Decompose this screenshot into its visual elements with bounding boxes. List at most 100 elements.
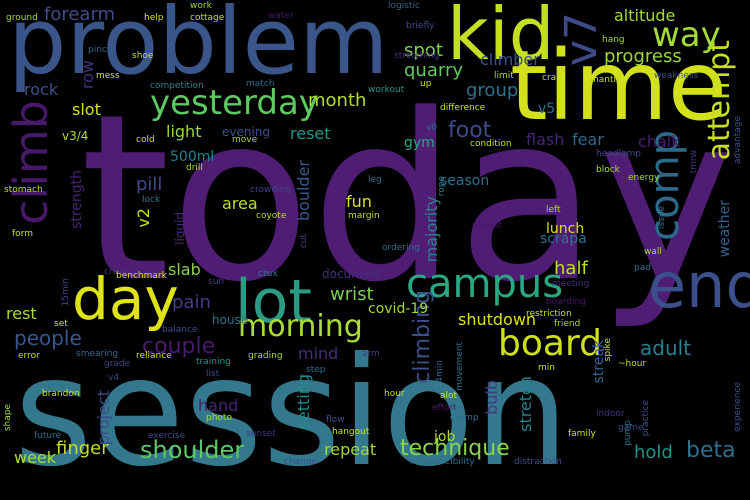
word-sun: sun bbox=[208, 277, 225, 287]
word-reset: reset bbox=[290, 124, 331, 143]
word-problem: problem bbox=[8, 0, 389, 95]
word-climb: climb bbox=[4, 100, 58, 225]
word-group: group bbox=[466, 80, 519, 101]
word-limit: limit bbox=[494, 71, 514, 81]
word-movement: movement bbox=[455, 342, 465, 391]
word-hang: hang bbox=[602, 35, 625, 45]
word-people: people bbox=[14, 326, 82, 350]
word-liquid: liquid bbox=[173, 212, 187, 245]
word-restriction: restriction bbox=[526, 309, 572, 319]
word-shape: shape bbox=[3, 404, 13, 432]
word-balance: balance bbox=[162, 325, 198, 335]
word-set: set bbox=[54, 319, 68, 329]
word-season: season bbox=[440, 173, 490, 189]
word-drill: drill bbox=[186, 163, 203, 173]
word-kid: kid bbox=[447, 0, 555, 76]
word-week: week bbox=[14, 448, 57, 467]
word-today: today bbox=[80, 66, 734, 333]
word-stomach: stomach bbox=[4, 185, 43, 195]
word-error: error bbox=[18, 351, 40, 361]
word-ordering: ordering bbox=[382, 243, 420, 253]
word-rock: rock bbox=[24, 80, 59, 99]
word-coyote: coyote bbox=[256, 211, 287, 221]
word-change: change bbox=[284, 457, 318, 467]
word-fear: fear bbox=[572, 130, 604, 149]
word-tmrw: tmrw bbox=[689, 150, 699, 174]
word-v5: v5 bbox=[538, 101, 556, 117]
word-finger: finger bbox=[56, 438, 109, 459]
word-end: end bbox=[648, 249, 750, 322]
word-friend: friend bbox=[554, 319, 581, 329]
word-shutdown: shutdown bbox=[458, 310, 537, 329]
word-hold: hold bbox=[634, 442, 673, 463]
word-exercise: exercise bbox=[148, 431, 186, 441]
word-campus: campus bbox=[406, 261, 564, 307]
word-list: list bbox=[206, 369, 220, 379]
word-half: half bbox=[554, 258, 588, 279]
word-boarding: boarding bbox=[546, 297, 586, 307]
word-weakness: weakness bbox=[654, 71, 699, 81]
word-evening: evening bbox=[222, 125, 271, 139]
word-adult: adult bbox=[640, 336, 692, 360]
word-progress: progress bbox=[604, 46, 682, 67]
word-up: up bbox=[420, 79, 432, 89]
word-smearing: smearing bbox=[76, 349, 119, 359]
word-pocket: pocket bbox=[472, 221, 503, 231]
word-grading: grading bbox=[248, 351, 283, 361]
word-cold: cold bbox=[136, 135, 155, 145]
word-mind: mind bbox=[298, 344, 339, 363]
word-hand: hand bbox=[198, 396, 239, 415]
word-flash: flash bbox=[526, 130, 565, 149]
word-board: board bbox=[498, 323, 602, 364]
word-leg: leg bbox=[368, 175, 382, 185]
word-wrist: wrist bbox=[330, 284, 374, 305]
word-workout: workout bbox=[368, 85, 405, 95]
word-pad: pad bbox=[634, 263, 651, 273]
word-crew: crew bbox=[104, 267, 126, 277]
word-flow: flow bbox=[326, 415, 345, 425]
word-slab: slab bbox=[168, 260, 201, 279]
word-v4: v4 bbox=[108, 373, 120, 383]
word-family: family bbox=[568, 429, 596, 439]
word-shoulder: shoulder bbox=[140, 436, 245, 464]
word-cottage: cottage bbox=[190, 13, 225, 23]
word-slot: slot bbox=[72, 100, 101, 119]
word-indoor: indoor bbox=[596, 409, 625, 419]
word-altitude: altitude bbox=[614, 6, 676, 25]
word-block: block bbox=[596, 165, 620, 175]
word-cut: cut bbox=[299, 234, 309, 249]
word-spike: spike bbox=[603, 338, 613, 362]
word-mess: mess bbox=[96, 71, 120, 81]
word-form: form bbox=[12, 229, 33, 239]
word-forearm: forearm bbox=[44, 4, 116, 25]
word-crowding: crowding bbox=[250, 185, 291, 195]
word-stretching: stretching bbox=[394, 51, 440, 61]
word-move: move bbox=[232, 135, 258, 145]
word-min: min bbox=[538, 363, 555, 373]
word-issue: issue bbox=[657, 206, 667, 230]
word-shoe: shoe bbox=[132, 51, 154, 61]
word-training: training bbox=[196, 357, 231, 367]
word-effort: effort bbox=[432, 403, 457, 413]
word-hour: hour bbox=[384, 389, 405, 399]
word-v2: v2 bbox=[134, 208, 153, 228]
word-pinch: pinch bbox=[88, 45, 113, 55]
word-sunset: sunset bbox=[246, 429, 276, 439]
word-v0: v0 bbox=[426, 123, 438, 133]
word-strength: strength bbox=[69, 170, 85, 229]
word-headlamp: headlamp bbox=[596, 149, 641, 159]
word-light: light bbox=[166, 122, 202, 141]
word-meeting: meeting bbox=[552, 279, 590, 289]
word-advantage: advantage bbox=[733, 116, 743, 165]
word-area: area bbox=[222, 194, 258, 213]
word-scrapa: scrapa bbox=[540, 231, 587, 247]
word-boulder: boulder bbox=[294, 160, 313, 222]
word-day: day bbox=[72, 265, 179, 333]
word-arm: arm bbox=[362, 349, 380, 359]
word-crux: crux bbox=[258, 269, 278, 279]
word-quarry: quarry bbox=[404, 60, 464, 81]
word-yesterday: yesterday bbox=[150, 83, 319, 123]
word-photo: photo bbox=[206, 413, 232, 423]
word-lunch: lunch bbox=[546, 221, 585, 237]
word-water: water bbox=[268, 11, 294, 21]
